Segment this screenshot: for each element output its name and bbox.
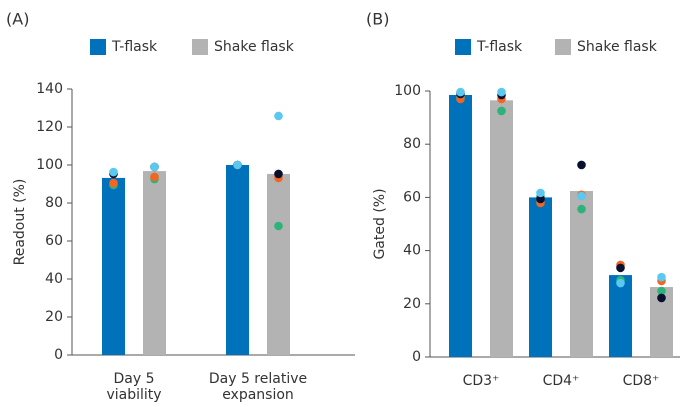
data-point: [456, 87, 465, 97]
legend-label: T-flask: [111, 39, 158, 55]
data-point: [233, 160, 242, 170]
data-point: [577, 160, 586, 170]
bar: [570, 191, 593, 357]
x-tick-label: CD3⁺: [463, 373, 500, 389]
data-point: [274, 111, 283, 121]
x-tick-label: CD4⁺: [543, 373, 580, 389]
y-tick-label: 0: [54, 347, 63, 363]
data-point: [150, 172, 159, 182]
data-point: [497, 106, 506, 116]
y-tick-label: 20: [403, 296, 421, 312]
y-tick-label: 20: [45, 309, 63, 325]
data-point: [150, 162, 159, 172]
y-tick-label: 60: [45, 233, 63, 249]
data-point: [536, 194, 545, 204]
y-tick-label: 40: [403, 243, 421, 259]
data-point: [616, 278, 625, 288]
y-tick-label: 120: [36, 119, 63, 135]
panel-label: (B): [366, 10, 389, 29]
x-tick-label: viability: [106, 387, 161, 403]
bar: [490, 100, 513, 357]
bar: [609, 275, 632, 357]
legend-label: Shake flask: [214, 39, 295, 55]
y-tick-label: 60: [403, 189, 421, 205]
y-tick-label: 140: [36, 81, 63, 97]
bar: [529, 197, 552, 357]
y-tick-label: 40: [45, 271, 63, 287]
bar: [650, 287, 673, 357]
data-point: [657, 272, 666, 282]
x-tick-label: Day 5: [113, 371, 154, 387]
legend-swatch: [455, 39, 471, 55]
bar: [226, 165, 249, 355]
bar: [267, 173, 290, 355]
legend-swatch: [192, 39, 208, 55]
data-point: [577, 191, 586, 201]
x-tick-label: expansion: [222, 387, 294, 403]
data-point: [497, 87, 506, 97]
y-axis-label: Gated (%): [372, 188, 388, 259]
data-point: [657, 293, 666, 303]
legend-label: Shake flask: [577, 39, 658, 55]
y-tick-label: 80: [45, 195, 63, 211]
y-tick-label: 100: [36, 157, 63, 173]
data-point: [274, 221, 283, 231]
legend-swatch: [555, 39, 571, 55]
bar: [449, 94, 472, 358]
legend-label: T-flask: [476, 39, 523, 55]
x-tick-label: CD8⁺: [623, 373, 660, 389]
data-point: [577, 204, 586, 214]
data-point: [536, 188, 545, 198]
data-point: [109, 178, 118, 188]
y-tick-label: 100: [394, 83, 421, 99]
data-point: [109, 167, 118, 177]
legend-swatch: [90, 39, 106, 55]
data-point: [274, 169, 283, 179]
panel-label: (A): [6, 10, 29, 29]
x-tick-label: Day 5 relative: [209, 371, 307, 387]
bar: [102, 177, 125, 355]
y-tick-label: 0: [412, 349, 421, 365]
bar: [143, 171, 166, 355]
data-point: [616, 263, 625, 273]
data-point: [657, 286, 666, 296]
y-tick-label: 80: [403, 136, 421, 152]
y-axis-label: Readout (%): [12, 179, 28, 266]
